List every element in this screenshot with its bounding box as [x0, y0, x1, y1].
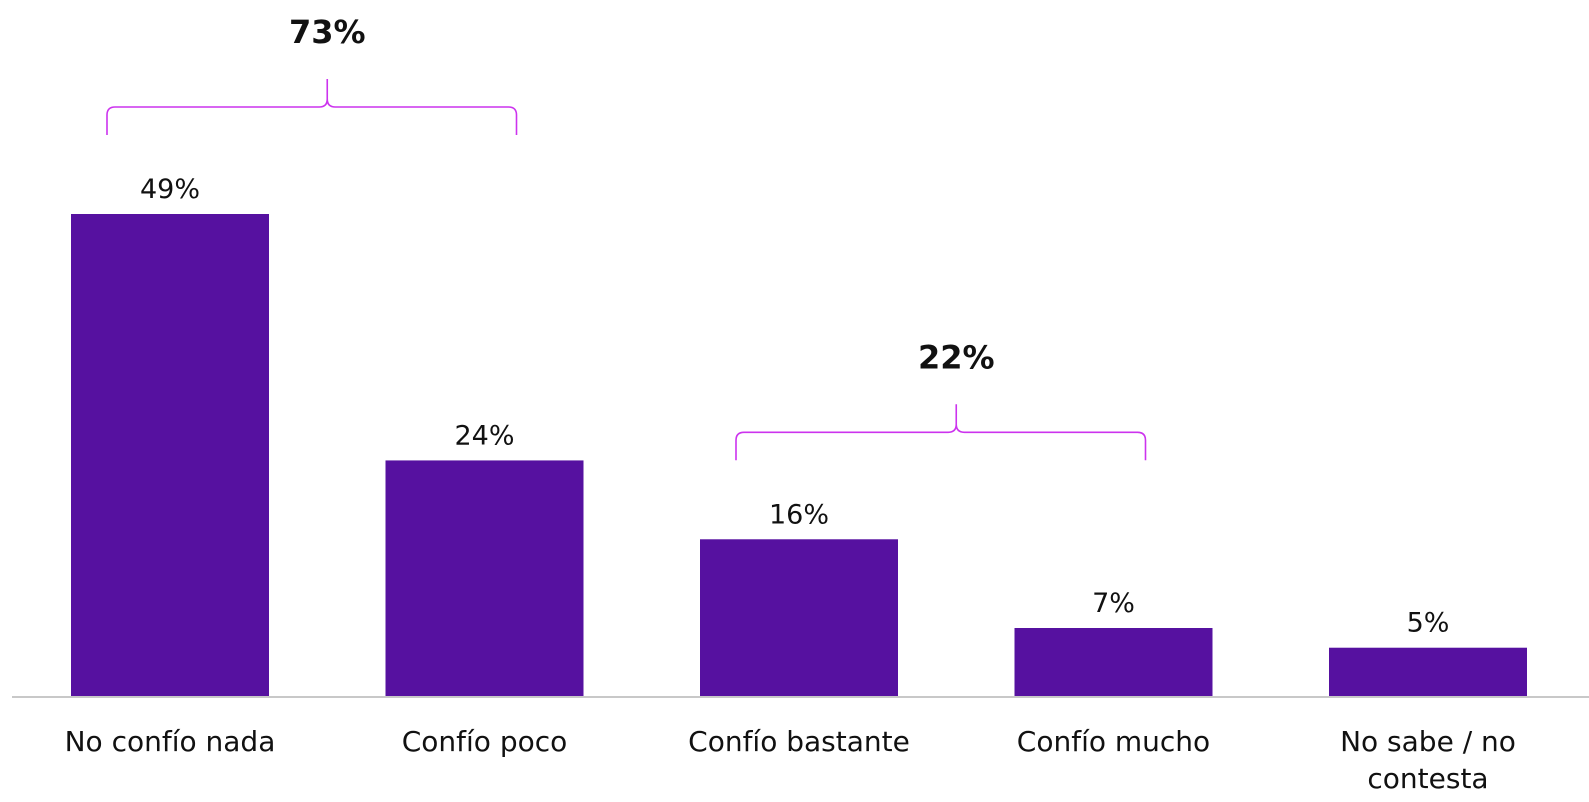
category-label-3: Confío mucho [1017, 725, 1210, 758]
value-label-2: 16% [769, 499, 829, 530]
category-labels: No confío nada Confío poco Confío bastante… [65, 725, 1516, 795]
category-label-0: No confío nada [65, 725, 276, 758]
value-label-1: 24% [454, 420, 514, 451]
group-total-0: 73% [289, 13, 366, 51]
category-label-4: No sabe / no contesta [1340, 725, 1516, 795]
bar-0 [71, 214, 269, 697]
category-label-1: Confío poco [402, 725, 568, 758]
value-label-3: 7% [1092, 588, 1135, 619]
bar-4 [1329, 647, 1527, 697]
category-label-2: Confío bastante [688, 725, 910, 758]
value-label-4: 5% [1407, 608, 1450, 639]
group-brackets: 73% 22% [106, 13, 1147, 461]
bar-3 [1014, 628, 1213, 697]
bars [71, 214, 1527, 697]
bar-2 [700, 539, 898, 697]
value-label-0: 49% [140, 174, 200, 205]
value-labels: 49% 24% 16% 7% 5% [140, 174, 1449, 639]
group-bracket-0 [106, 79, 518, 135]
bar-1 [385, 460, 584, 697]
group-total-1: 22% [918, 338, 995, 376]
group-bracket-1 [735, 404, 1147, 461]
